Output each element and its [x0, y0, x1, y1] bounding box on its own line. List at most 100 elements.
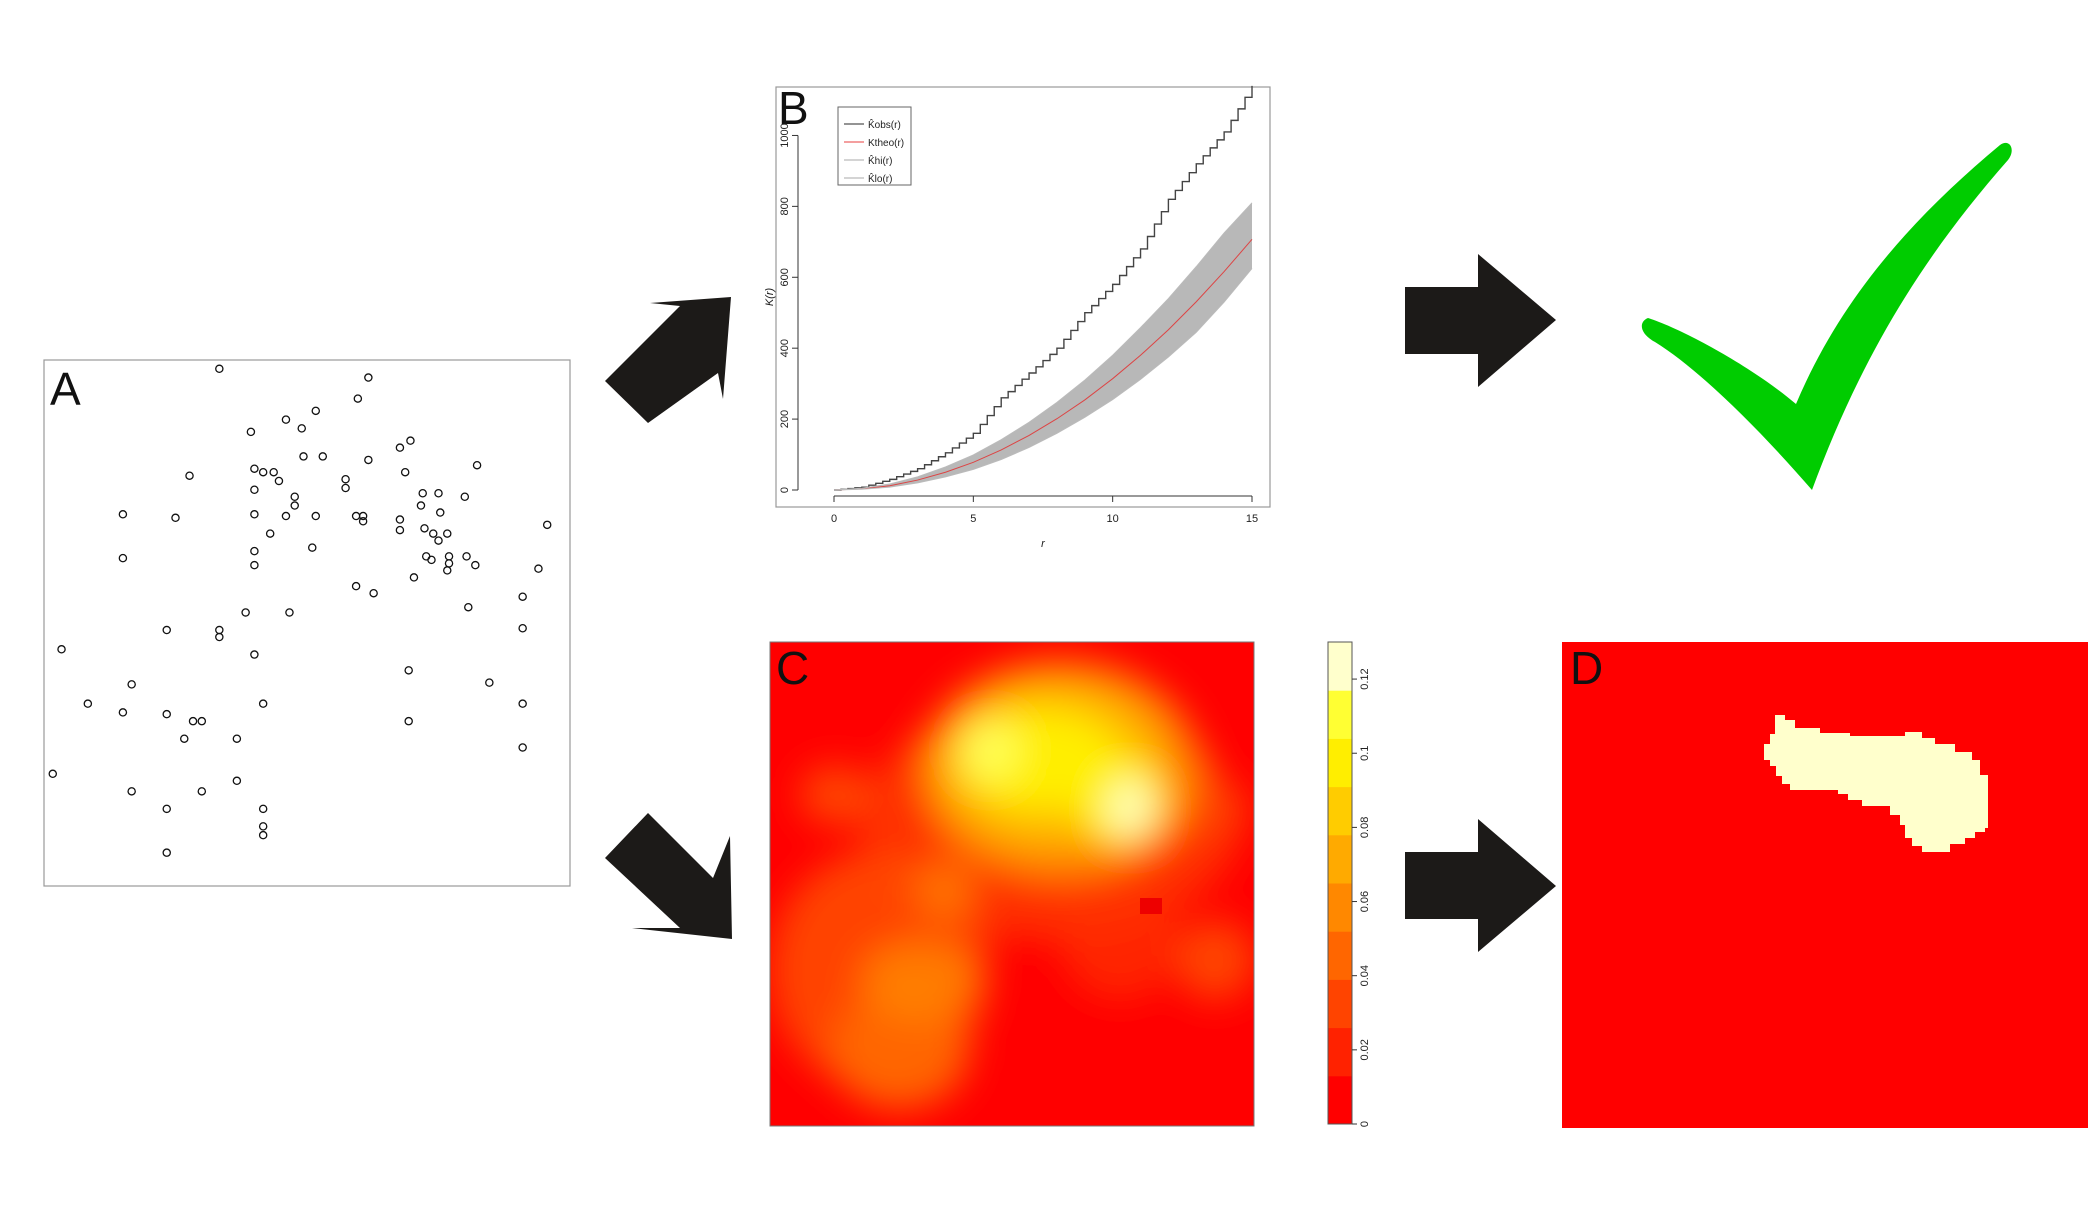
point-87 — [232, 776, 242, 786]
density-low-cell — [1140, 898, 1162, 914]
point-0 — [215, 364, 224, 374]
y-tick-label-2: 400 — [779, 339, 791, 357]
point-90 — [258, 822, 268, 831]
point-40 — [428, 529, 438, 538]
colorbar-step-6 — [1328, 786, 1352, 836]
point-79 — [197, 716, 207, 726]
point-46 — [250, 546, 259, 556]
point-78 — [188, 716, 198, 726]
point-8 — [395, 443, 405, 452]
point-67 — [57, 645, 66, 654]
point-75 — [162, 709, 171, 719]
x-tick-label-1: 5 — [970, 513, 976, 525]
envelope-band — [834, 202, 1252, 490]
series-line-2 — [833, 202, 1253, 491]
point-1 — [364, 373, 373, 382]
point-32 — [281, 511, 291, 521]
point-20 — [250, 485, 259, 494]
point-7 — [406, 436, 415, 445]
point-35 — [358, 511, 368, 521]
point-62 — [285, 608, 294, 617]
panel-b: B 0 5 10 15 0 200 400 600 800 1000 r K(r) K̂obs(r) Kt… — [764, 82, 1271, 550]
x-tick-label-3: 15 — [1246, 513, 1258, 525]
panel-d-background — [1562, 642, 2088, 1128]
point-26 — [290, 501, 299, 510]
arrow-c-to-d-icon — [1405, 819, 1556, 952]
point-17 — [274, 476, 284, 486]
point-27 — [416, 501, 426, 510]
y-tick-label-5: 1000 — [779, 123, 791, 147]
point-50 — [427, 555, 436, 565]
colorbar: 0 0.02 0.04 0.06 0.08 0.1 0.12 — [1327, 641, 1371, 1127]
point-25 — [290, 492, 299, 502]
colorbar-tick-label-0: 0 — [1359, 1121, 1371, 1127]
point-60 — [518, 592, 527, 601]
x-axis-label: r — [1041, 538, 1046, 550]
point-9 — [299, 452, 308, 461]
colorbar-step-7 — [1328, 738, 1352, 788]
colorbar-step-3 — [1328, 931, 1352, 980]
arrow-a-to-c-icon — [605, 813, 732, 939]
point-37 — [395, 515, 405, 524]
colorbar-step-8 — [1328, 690, 1352, 739]
density-map — [770, 642, 1254, 1126]
point-86 — [197, 787, 207, 796]
point-68 — [250, 650, 259, 659]
arrow-b-to-check-icon — [1405, 254, 1556, 387]
point-39 — [420, 524, 429, 533]
point-57 — [409, 573, 419, 582]
k-function-plot: 0 5 10 15 0 200 400 600 800 1000 r K(r) K̂obs(r) Kthe… — [764, 85, 1258, 550]
point-19 — [341, 483, 350, 493]
legend-box — [837, 106, 912, 186]
point-3 — [311, 406, 321, 416]
colorbar-tick-label-6: 0.12 — [1359, 668, 1371, 689]
point-4 — [281, 415, 291, 424]
point-38 — [395, 525, 405, 535]
point-43 — [265, 529, 275, 538]
point-70 — [404, 666, 413, 675]
point-33 — [311, 511, 321, 521]
point-81 — [180, 734, 189, 743]
flow-arrows — [605, 254, 1556, 952]
legend-label-3: K̂lo(r) — [868, 171, 892, 185]
colorbar-step-9 — [1328, 642, 1352, 691]
point-66 — [215, 632, 224, 642]
colorbar-tick-label-4: 0.08 — [1359, 817, 1371, 838]
point-69 — [518, 624, 527, 633]
point-84 — [48, 769, 58, 779]
point-24 — [185, 471, 194, 480]
colorbar-step-2 — [1328, 979, 1352, 1029]
point-18 — [341, 474, 350, 484]
point-89 — [258, 804, 268, 814]
point-72 — [127, 680, 136, 689]
point-82 — [232, 734, 242, 743]
point-45 — [308, 543, 317, 552]
point-30 — [171, 513, 180, 523]
panel-c-frame — [769, 641, 1255, 1127]
checkmark-icon — [1641, 142, 2012, 491]
point-23 — [418, 489, 427, 498]
point-36 — [358, 517, 368, 526]
point-49 — [462, 552, 471, 561]
point-91 — [258, 830, 268, 840]
point-55 — [471, 560, 480, 570]
x-tick-label-0: 0 — [831, 513, 837, 525]
panel-a-points — [48, 364, 552, 857]
colorbar-tick-label-2: 0.04 — [1359, 965, 1371, 986]
colorbar-frame — [1327, 641, 1353, 1125]
colorbar-step-4 — [1328, 883, 1352, 932]
point-14 — [258, 467, 268, 477]
point-44 — [434, 536, 443, 545]
x-tick-label-2: 10 — [1107, 513, 1119, 525]
point-15 — [269, 467, 278, 477]
legend-label-1: Ktheo(r) — [868, 138, 904, 149]
panel-b-letter: B — [778, 82, 809, 134]
point-6 — [246, 427, 256, 437]
point-29 — [118, 510, 128, 519]
point-83 — [518, 743, 527, 752]
arrow-a-to-b-icon — [605, 297, 731, 423]
colorbar-step-0 — [1328, 1075, 1352, 1125]
colorbar-step-5 — [1328, 834, 1352, 884]
point-58 — [351, 581, 361, 591]
